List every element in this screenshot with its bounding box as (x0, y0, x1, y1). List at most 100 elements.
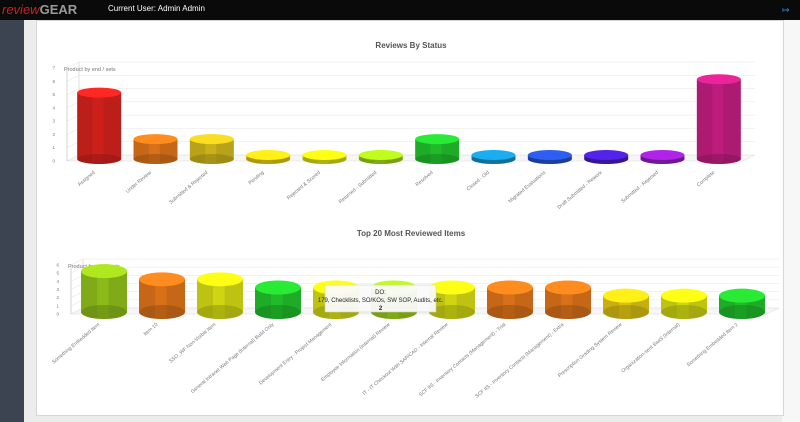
bar-top (584, 150, 629, 161)
right-gutter (782, 20, 800, 422)
bar (246, 150, 291, 164)
x-category-label: Submitted - Rejected (620, 170, 660, 205)
bar-base (255, 305, 301, 319)
x-category-label: Assigned (77, 170, 97, 188)
bar-top (133, 134, 178, 145)
bar-top (415, 134, 460, 145)
x-category-label: Closed - Old (466, 170, 491, 193)
bar-top (77, 87, 122, 98)
bar-top (719, 288, 765, 303)
bar-base (189, 154, 234, 164)
grid-diag (66, 88, 80, 95)
chart-title: Top 20 Most Reviewed Items (357, 229, 466, 238)
bar-top (358, 150, 403, 161)
bar (584, 150, 629, 164)
y-tick-label: 2 (52, 132, 55, 137)
y-tick-label: 1 (52, 145, 55, 150)
bar (139, 272, 185, 319)
logo-part-gear: GEAR (39, 2, 78, 17)
bar (527, 150, 572, 164)
bar-base (139, 305, 185, 319)
bar (661, 288, 707, 319)
bar-top (603, 288, 649, 303)
bar (255, 280, 301, 319)
bar-top (661, 288, 707, 303)
bar-highlight (92, 97, 104, 164)
grid-diag (70, 266, 84, 274)
bar (358, 150, 403, 164)
x-category-label: Something Embedded Item 2 (686, 322, 740, 368)
x-category-label: SCF IIS - Inventory Contacts (Management… (474, 322, 565, 400)
bar-top (487, 280, 533, 295)
bar-base (81, 305, 127, 319)
grid-diag (70, 258, 84, 266)
app-logo[interactable]: reviewGEAR (2, 2, 77, 18)
bar-base (603, 305, 649, 319)
y-tick-label: 7 (52, 66, 55, 71)
bar-base (133, 154, 178, 164)
bar-base (661, 305, 707, 319)
bar-top (255, 280, 301, 295)
y-tick-label: 3 (56, 287, 59, 292)
tooltip-box (324, 284, 437, 313)
logo-part-review: review (2, 2, 40, 17)
x-category-label: Submitted & Rejected (168, 170, 209, 206)
logout-icon[interactable]: ↦ (782, 5, 790, 15)
bar-base (487, 305, 533, 319)
x-category-label: Employee Information (Internal) Review (320, 322, 391, 383)
bar-top (471, 150, 516, 161)
bar (603, 288, 649, 319)
y-tick-label: 0 (52, 159, 55, 164)
bar-top (139, 272, 185, 287)
bar-base (77, 154, 122, 164)
bar (81, 264, 127, 319)
bar-base (545, 305, 591, 319)
bar (719, 288, 765, 319)
x-category-label: Pending (248, 170, 266, 187)
grid-diag (66, 154, 80, 162)
bar-top (189, 134, 234, 145)
bar (696, 74, 741, 164)
bar (302, 150, 347, 164)
bar-top (527, 150, 572, 161)
x-category-label: Rejected & Scored (286, 170, 322, 202)
bar (640, 150, 685, 164)
x-category-label: Item 10 (143, 322, 160, 337)
bar (545, 280, 591, 319)
y-axis-label: Product by end / sets (64, 67, 116, 73)
current-user-label: Current User: Admin Admin (108, 4, 205, 13)
y-tick-label: 3 (52, 119, 55, 124)
y-tick-label: 6 (52, 79, 55, 84)
bar-base (719, 305, 765, 319)
bar-base (429, 305, 475, 319)
grid-diag (66, 114, 80, 122)
x-category-label: Returned - Submitted (338, 170, 378, 205)
bar-top (81, 264, 127, 279)
bar-highlight (712, 83, 724, 164)
x-category-label: Migrated Evaluations (507, 170, 547, 205)
sidebar (0, 20, 24, 422)
bar-top (545, 280, 591, 295)
tooltip-line-2: 179, Checklists, SO/KOs, SW SOP, Audits,… (318, 298, 444, 304)
y-tick-label: 4 (52, 105, 55, 110)
bar (133, 134, 178, 164)
x-category-label: Prescription Grading System Review (557, 322, 624, 379)
top-navbar: reviewGEAR Current User: Admin Admin ↦ (0, 0, 800, 20)
bar (189, 134, 234, 164)
x-category-label: Organization-sent SaaS (Internal) (620, 322, 681, 375)
bar (487, 280, 533, 319)
grid-diag (66, 101, 80, 109)
bar (77, 87, 122, 164)
bar-top (429, 280, 475, 295)
chart-1: Reviews By Status 0 1 2 3 4 5 6 7 Product by end … (52, 41, 756, 211)
y-tick-label: 5 (56, 271, 59, 276)
x-category-label: Resolved (415, 170, 435, 188)
bar (429, 280, 475, 319)
dashboard-card: Reviews By Status 0 1 2 3 4 5 6 7 Product by end … (36, 20, 784, 416)
y-tick-label: 1 (56, 303, 59, 308)
chart-tooltip: DO: 179, Checklists, SO/KOs, SW SOP, Audi… (318, 284, 444, 313)
x-category-label: Draft Submitted - Rework (557, 170, 604, 211)
y-tick-label: 5 (52, 92, 55, 97)
y-tick-label: 2 (56, 295, 59, 300)
